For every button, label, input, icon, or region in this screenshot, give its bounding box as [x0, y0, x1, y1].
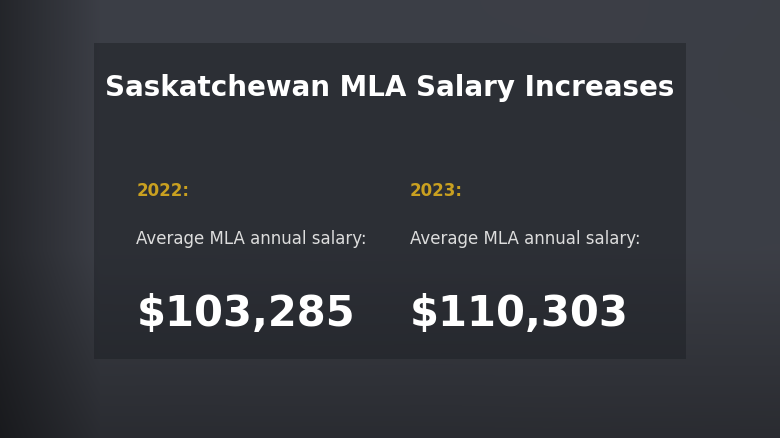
Text: $110,303: $110,303 [410, 292, 629, 334]
Text: Average MLA annual salary:: Average MLA annual salary: [136, 230, 367, 248]
Text: 2023:: 2023: [410, 181, 463, 200]
Text: Saskatchewan MLA Salary Increases: Saskatchewan MLA Salary Increases [105, 74, 675, 102]
Text: Average MLA annual salary:: Average MLA annual salary: [410, 230, 640, 248]
Bar [94, 44, 686, 359]
Text: 2022:: 2022: [136, 181, 190, 200]
Text: $103,285: $103,285 [136, 292, 355, 334]
